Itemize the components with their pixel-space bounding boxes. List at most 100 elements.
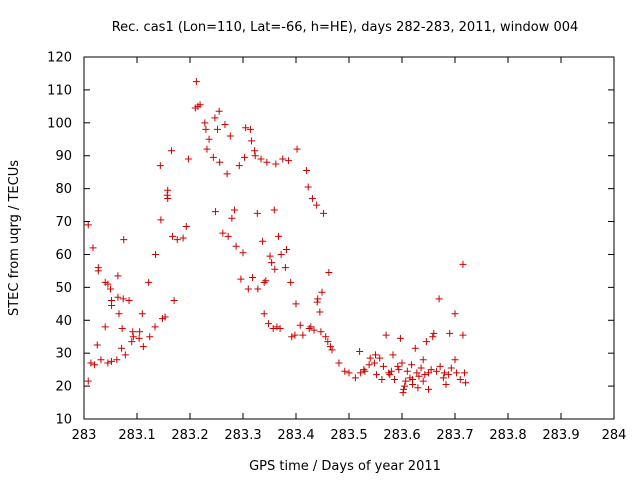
- data-point: [251, 147, 259, 155]
- data-point: [118, 325, 126, 332]
- data-point: [313, 298, 321, 306]
- data-point: [387, 367, 395, 375]
- data-point: [400, 385, 408, 393]
- data-point: [224, 232, 232, 240]
- data-point: [94, 264, 102, 272]
- data-point: [442, 380, 450, 388]
- data-point: [157, 216, 165, 224]
- data-point: [125, 297, 133, 305]
- data-point: [341, 367, 349, 375]
- data-point: [259, 237, 267, 245]
- data-point: [246, 125, 254, 133]
- data-point: [310, 326, 318, 334]
- data-point: [399, 389, 407, 397]
- x-tick-label: 283.5: [330, 428, 367, 443]
- data-point: [266, 252, 274, 260]
- x-axis-title: GPS time / Days of year 2011: [249, 459, 441, 474]
- data-point: [439, 374, 447, 382]
- data-point: [211, 114, 219, 122]
- data-point: [429, 333, 437, 341]
- data-point: [373, 371, 381, 379]
- data-point: [135, 334, 143, 342]
- data-point: [93, 341, 101, 349]
- data-point: [139, 343, 147, 351]
- data-point: [366, 354, 374, 362]
- y-tick-label: 90: [55, 149, 72, 164]
- data-point: [345, 369, 353, 377]
- data-point: [396, 334, 404, 342]
- data-point: [370, 359, 378, 367]
- data-point: [260, 310, 268, 318]
- data-point: [427, 366, 435, 374]
- data-point: [419, 377, 427, 385]
- data-point: [145, 278, 153, 286]
- x-tick-label: 283.7: [436, 428, 473, 443]
- y-tick-label: 10: [55, 413, 72, 428]
- data-point: [97, 356, 105, 364]
- data-point: [275, 232, 283, 240]
- data-point: [196, 101, 204, 109]
- data-point: [118, 344, 126, 352]
- data-point: [391, 376, 399, 384]
- data-point: [288, 333, 296, 341]
- data-point: [376, 354, 384, 362]
- data-point: [254, 285, 262, 293]
- data-point: [244, 285, 252, 293]
- data-point: [318, 288, 326, 296]
- data-point: [285, 157, 293, 165]
- data-point: [273, 323, 281, 331]
- data-point: [156, 162, 164, 170]
- data-point: [219, 229, 227, 237]
- data-point: [445, 371, 453, 379]
- data-point: [421, 371, 429, 379]
- data-point: [314, 295, 322, 303]
- data-point: [108, 297, 116, 305]
- data-point: [360, 366, 368, 374]
- data-point: [459, 331, 467, 339]
- x-tick-label: 283.4: [277, 428, 314, 443]
- data-point: [357, 369, 365, 377]
- x-axis: 283 283.1 283.2 283.3 283.4 283.5 283.6 283.7 28…: [72, 57, 626, 443]
- data-point: [115, 310, 123, 318]
- chart-title: Rec. cas1 (Lon=110, Lat=-66, h=HE), days…: [112, 20, 579, 35]
- y-tick-label: 80: [55, 182, 72, 197]
- x-tick-label: 283: [72, 428, 97, 443]
- data-point: [430, 329, 438, 337]
- data-point: [242, 124, 250, 132]
- data-point: [271, 265, 279, 273]
- y-tick-label: 30: [55, 347, 72, 362]
- data-point: [241, 153, 249, 161]
- data-point: [382, 331, 390, 339]
- y-axis: 10 20 30 40 50 60 70 80 90 100 110 120: [47, 51, 614, 428]
- data-point: [328, 346, 336, 354]
- data-point: [205, 135, 213, 143]
- x-tick-label: 283.6: [383, 428, 420, 443]
- data-point: [221, 120, 229, 128]
- data-point: [239, 249, 247, 257]
- data-point: [277, 250, 285, 258]
- data-point: [201, 119, 209, 127]
- data-point: [101, 323, 109, 331]
- data-point: [411, 344, 419, 352]
- data-point: [435, 295, 443, 303]
- data-point: [179, 234, 187, 242]
- data-point: [451, 310, 459, 318]
- data-point: [249, 273, 257, 281]
- data-point: [119, 295, 127, 303]
- data-point: [270, 206, 278, 214]
- data-point: [260, 278, 268, 286]
- data-point: [432, 367, 440, 375]
- data-point: [361, 367, 369, 375]
- data-point: [461, 369, 469, 377]
- data-point: [313, 201, 321, 209]
- data-point: [138, 310, 146, 318]
- data-point: [276, 325, 284, 332]
- data-point: [303, 167, 311, 175]
- data-point: [409, 376, 417, 384]
- data-point: [281, 264, 289, 272]
- data-point: [425, 385, 432, 393]
- data-point: [114, 272, 122, 280]
- y-tick-label: 50: [55, 281, 72, 296]
- data-point: [128, 338, 136, 346]
- data-point: [320, 209, 328, 217]
